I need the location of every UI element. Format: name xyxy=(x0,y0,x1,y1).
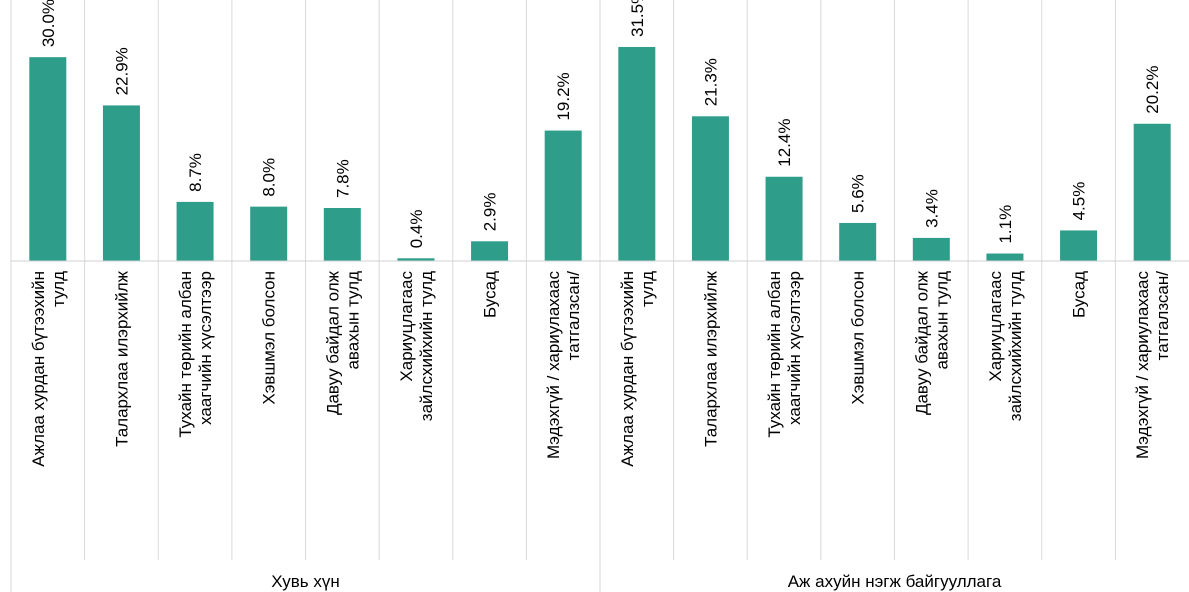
category-tick-label: татгалзсан/ xyxy=(1153,271,1172,361)
bar xyxy=(839,222,877,261)
data-label: 0.4% xyxy=(407,210,426,249)
category-tick-label: татгалзсан/ xyxy=(564,271,583,361)
category-tick-label: Талархлаа илэрхийлж xyxy=(701,270,720,447)
category-tick-label: Мэдэхгүй / хариулахаас xyxy=(544,271,563,460)
data-label: 4.5% xyxy=(1070,182,1089,221)
category-tick-label: тулд xyxy=(638,271,657,307)
data-label: 7.8% xyxy=(333,159,352,198)
bar xyxy=(618,46,656,262)
category-tick-label: зайлсхийхийн тулд xyxy=(417,271,436,421)
data-label: 1.1% xyxy=(996,205,1015,244)
bar xyxy=(544,130,582,261)
category-tick-label: Талархлаа илэрхийлж xyxy=(112,270,131,447)
bar xyxy=(102,105,140,261)
category-tick-label: тулд xyxy=(49,271,68,307)
category-tick-label: Тухайн төрийн албан xyxy=(176,271,195,438)
data-label: 3.4% xyxy=(922,189,941,228)
category-tick-label: Давуу байдал олж xyxy=(912,270,931,415)
bar xyxy=(323,208,361,261)
data-label: 21.3% xyxy=(701,58,720,106)
bar xyxy=(471,241,509,261)
category-tick-label: зайлсхийхийн тулд xyxy=(1006,271,1025,421)
data-label: 8.7% xyxy=(186,153,205,192)
data-label: 30.0% xyxy=(39,0,58,47)
data-label: 22.9% xyxy=(112,47,131,95)
data-label: 20.2% xyxy=(1143,66,1162,114)
bar xyxy=(176,201,214,261)
bar xyxy=(250,206,288,261)
category-tick-label: Хэвшмэл болсон xyxy=(849,271,868,405)
category-tick-label: Хэвшмэл болсон xyxy=(260,271,279,405)
bar xyxy=(1133,123,1171,262)
bar xyxy=(1060,230,1098,261)
data-label: 2.9% xyxy=(481,193,500,232)
bar xyxy=(397,258,435,261)
category-tick-label: Тухайн төрийн албан xyxy=(765,271,784,438)
category-tick-label: Бусад xyxy=(1070,271,1089,318)
category-tick-label: хаагчийн хүсэлтээр xyxy=(785,271,804,425)
data-label: 5.6% xyxy=(849,174,868,213)
bar xyxy=(765,176,803,261)
category-tick-label: Давуу байдал олж xyxy=(323,270,342,415)
category-tick-label: Мэдэхгүй / хариулахаас xyxy=(1133,271,1152,460)
category-tick-label: Ажлаа хурдан бүтээхийн xyxy=(618,271,637,467)
bar xyxy=(986,253,1024,261)
group-label: Аж ахуйн нэгж байгууллага xyxy=(788,572,1002,591)
group-label: Хувь хүн xyxy=(271,572,339,591)
bar xyxy=(29,57,67,262)
bar xyxy=(912,237,950,261)
category-tick-label: Ажлаа хурдан бүтээхийн xyxy=(29,271,48,467)
category-tick-label: Хариуцлагаас xyxy=(397,271,416,382)
bar xyxy=(691,116,729,261)
category-tick-label: Хариуцлагаас xyxy=(986,271,1005,382)
data-label: 19.2% xyxy=(554,72,573,120)
data-label: 12.4% xyxy=(775,119,794,167)
category-tick-label: авахын тулд xyxy=(932,271,951,370)
category-tick-label: авахын тулд xyxy=(343,271,362,370)
category-tick-label: хаагчийн хүсэлтээр xyxy=(196,271,215,425)
data-label: 31.5% xyxy=(628,0,647,37)
data-label: 8.0% xyxy=(260,158,279,197)
category-tick-label: Бусад xyxy=(481,271,500,318)
